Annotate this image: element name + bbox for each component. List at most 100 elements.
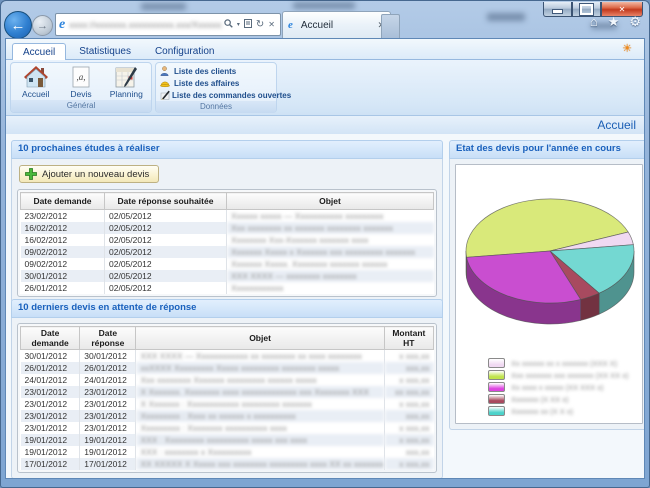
table-row[interactable]: 16/02/2012 02/05/2012 Xxxxxxxx Xxx-Xxxxxxx… xyxy=(21,234,434,246)
date-reponse-cell: 23/01/2012 xyxy=(79,398,136,410)
table-row[interactable]: 26/01/2012 26/01/2012 xxXXXX Xxxxxxxxx Xxx… xyxy=(20,362,434,374)
column-header: Objet xyxy=(135,326,385,350)
objet-cell: Xxxxxxx Xxxxx x Xxxxxxx xxx xxxxxxxxx xx… xyxy=(226,246,434,258)
link-liste-des-commandes-ouvertes[interactable]: Liste des commandes ouvertes xyxy=(160,89,291,101)
link-liste-des-clients[interactable]: Liste des clients xyxy=(160,65,276,77)
objet-cell: Xxxxxxx Xxxxx. Xxxxxxxx xxxxxxx xxxxxx xyxy=(226,258,434,270)
ribbon-tab-statistiques[interactable]: Statistiques xyxy=(79,46,131,57)
column-header: Montant HT xyxy=(383,326,435,350)
legend-label: Xx xxxxxx xx x xxxxxxx (XXX X) xyxy=(511,358,618,368)
date-demande-cell: 23/01/2012 xyxy=(24,399,68,409)
add-devis-label: Ajouter un nouveau devis xyxy=(42,168,150,180)
home-ribbon-button[interactable]: Accueil xyxy=(14,65,58,99)
table-row[interactable]: 19/01/2012 19/01/2012 XXX : Xxxxxxxxx xxxx… xyxy=(20,434,434,446)
column-header: Date demande xyxy=(20,192,105,210)
forward-button[interactable]: → xyxy=(32,15,53,36)
url-text[interactable]: xxxx://xxxxxxx.xxxxxxxxxx.xxx/Xxxxxxx.xx… xyxy=(69,19,222,30)
legend-item: Xxxxxxx xx (X X x) xyxy=(488,405,629,417)
date-reponse-cell: 02/05/2012 xyxy=(104,246,227,258)
panel-chart: Etat des devis pour l'année en cours Xx … xyxy=(449,140,644,430)
add-devis-button[interactable]: Ajouter un nouveau devis xyxy=(19,165,160,183)
hard-hat-icon xyxy=(160,79,172,88)
montant-cell: x xxx,xx xyxy=(383,374,434,386)
maximize-button[interactable] xyxy=(572,2,601,17)
legend-label: Xxxxxxx (X XX x) xyxy=(511,394,569,404)
window-controls: ✕ xyxy=(543,2,643,17)
plus-icon xyxy=(25,168,37,180)
date-demande-cell: 26/01/2012 xyxy=(20,362,80,374)
date-reponse-cell: 02/05/2012 xyxy=(104,222,227,234)
montant-cell: x xxx,xx xyxy=(383,349,434,362)
link-label: Liste des clients xyxy=(174,66,237,76)
search-dropdown-caret-icon[interactable]: ▾ xyxy=(236,21,240,28)
panel-devis: 10 derniers devis en attente de réponse … xyxy=(11,299,443,478)
table-row[interactable]: 30/01/2012 30/01/2012 XXX XXXX — Xxxxxxxxx… xyxy=(21,349,434,362)
date-reponse-cell: 23/01/2012 xyxy=(79,422,136,434)
devis-ribbon-button[interactable]: ,a, Devis xyxy=(59,65,103,99)
ribbon-tab-configuration[interactable]: Configuration xyxy=(154,46,215,57)
compatibility-view-icon[interactable] xyxy=(243,18,252,31)
table-row[interactable]: 23/01/2012 23/01/2012 X Xxxxxxx. Xxxxxxxx … xyxy=(20,386,434,398)
montant-cell: xxx,xx xyxy=(383,362,434,374)
date-reponse-cell: 19/01/2012 xyxy=(79,446,136,458)
table-row[interactable]: 23/01/2012 23/01/2012 Xxxxxxxxx : Xxxx xx … xyxy=(20,410,434,422)
home-icon[interactable]: ⌂ xyxy=(589,14,598,29)
table-row[interactable]: 09/02/2012 02/05/2012 Xxxxxxx Xxxxx x Xxxx… xyxy=(20,246,434,258)
tab-accueil[interactable]: e Accueil ✕ xyxy=(282,11,391,38)
refresh-icon[interactable]: ↻ xyxy=(255,18,265,30)
page-title: Accueil xyxy=(6,116,644,135)
planning-ribbon-button[interactable]: Planning xyxy=(104,65,148,99)
panel-etudes-title: 10 prochaines études à réaliser xyxy=(11,140,443,159)
table-row[interactable]: 23/01/2012 23/01/2012 X Xxxxxxx : Xxxxxxxx… xyxy=(21,398,434,410)
montant-cell: xxx,xx xyxy=(383,410,434,422)
minimize-button[interactable] xyxy=(543,2,572,17)
tools-gear-icon[interactable]: ⚙ xyxy=(629,14,641,29)
close-button[interactable]: ✕ xyxy=(601,2,643,17)
back-button[interactable]: ← xyxy=(4,11,32,39)
date-reponse-cell: 17/01/2012 xyxy=(79,458,136,470)
table-row[interactable]: 23/01/2012 23/01/2012 Xxxxxxxxx : Xxxxxxxx… xyxy=(21,422,434,434)
date-reponse-cell: 24/01/2012 xyxy=(79,374,136,386)
montant-cell: x xxx,xx xyxy=(383,398,434,410)
ribbon-group-donnees-label: Données xyxy=(156,101,276,113)
search-icon[interactable] xyxy=(224,18,233,31)
new-tab-button[interactable] xyxy=(381,14,400,38)
legend-swatch xyxy=(488,382,505,392)
pie-chart xyxy=(465,198,635,325)
ribbon-tab-accueil[interactable]: Accueil xyxy=(12,43,67,60)
address-bar[interactable]: e xxxx://xxxxxxx.xxxxxxxxxx.xxx/Xxxxxxx.… xyxy=(55,13,281,36)
table-row[interactable]: 24/01/2012 24/01/2012 Xxx xxxxxxxx Xxxxxxx… xyxy=(21,374,434,386)
favorites-star-icon[interactable]: ★ xyxy=(607,14,620,29)
devis-table: Date demande Date réponse Objet Montant HT … xyxy=(19,326,435,470)
table-row[interactable]: 17/01/2012 17/01/2012 XX XXXXX X Xxxxx xxx… xyxy=(20,458,434,470)
legend-label: Xxx xxxxxxx xxx xxxxxxx (XX XX x) xyxy=(511,370,629,380)
maximize-icon xyxy=(579,2,594,16)
table-row[interactable]: 16/02/2012 02/05/2012 Xxx xxxxxxxx xx xxxx… xyxy=(20,222,434,234)
glass-reflection xyxy=(141,3,186,10)
browser-action-icons: ⌂ ★ ⚙ xyxy=(590,14,641,30)
table-row[interactable]: 23/02/2012 02/05/2012 Xxxxxx xxxxx — Xxxxx… xyxy=(21,209,434,222)
table-row[interactable]: 26/01/2012 02/05/2012 Xxxxxxxxxxxx xyxy=(21,282,434,294)
link-label: Liste des commandes ouvertes xyxy=(172,90,292,100)
panel-chart-title: Etat des devis pour l'année en cours xyxy=(449,140,644,159)
date-demande-cell: 09/02/2012 xyxy=(20,246,105,258)
objet-cell: Xxx xxxxxxxx Xxxxxxx xxxxxxxxx xxxxxx xx… xyxy=(135,374,385,386)
date-demande-cell: 24/01/2012 xyxy=(24,375,68,385)
montant-cell: xxx,xx xyxy=(383,446,434,458)
table-row[interactable]: 19/01/2012 19/01/2012 XXX : xxxxxxxx x Xxx… xyxy=(21,446,434,458)
montant-cell: x xxx,xx xyxy=(383,434,434,446)
montant-cell: x xxx,xx xyxy=(383,458,434,470)
planning-ribbon-label: Planning xyxy=(109,89,143,99)
link-liste-des-affaires[interactable]: Liste des affaires xyxy=(160,77,276,89)
objet-cell: X Xxxxxxx. Xxxxxxxx xxxx xxxxxxxxxxxxx x… xyxy=(135,386,385,398)
objet-cell: XXX XXXX — Xxxxxxxxxxxx xx xxxxxxxx xx x… xyxy=(135,349,385,362)
table-row[interactable]: 09/02/2012 02/05/2012 Xxxxxxx Xxxxx. Xxxxx… xyxy=(21,258,434,270)
date-demande-cell: 30/01/2012 xyxy=(24,351,68,361)
glass-reflection xyxy=(591,23,617,29)
objet-cell: XXX : Xxxxxxxxx xxxxxxxxxx xxxxx xxx xxx… xyxy=(135,434,385,446)
stop-icon[interactable]: ✕ xyxy=(268,19,275,29)
glass-reflection xyxy=(293,2,355,9)
objet-cell: XXX : xxxxxxxx x Xxxxxxxxxx xyxy=(135,446,385,458)
table-row[interactable]: 30/01/2012 02/05/2012 XXX XXXX — xxxxxxxx … xyxy=(20,270,434,282)
